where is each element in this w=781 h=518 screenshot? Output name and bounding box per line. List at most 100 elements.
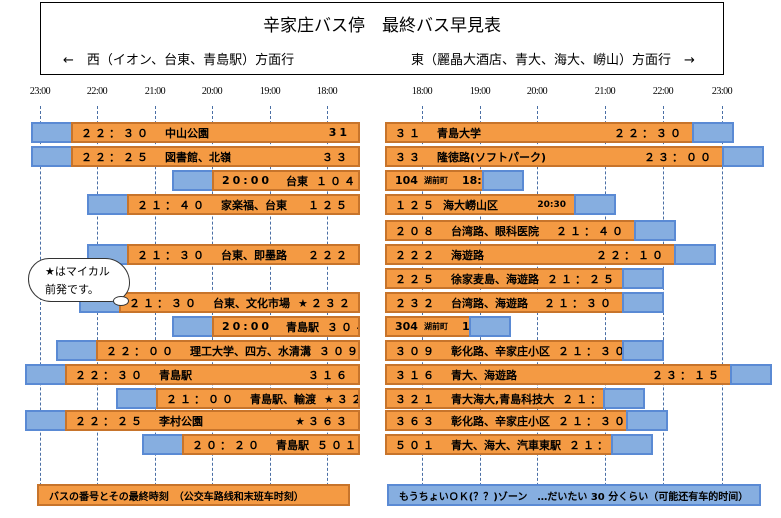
route-number: ★２３２ [298, 296, 353, 310]
extra-time-zone [622, 340, 664, 361]
destination: 青島駅 [286, 320, 320, 334]
route-number: １２５ [308, 198, 350, 212]
destination: 図書館、北嶺 [165, 150, 231, 164]
east-route-row: ３３ 隆徳路(ソフトパーク) ２３：００ [385, 146, 724, 167]
destination: 青大、海遊路 [451, 368, 517, 382]
extra-time-zone [469, 316, 511, 337]
last-bus-time: ２１：３０ [558, 344, 624, 358]
last-bus-time: ２０：２０ [192, 438, 262, 452]
destination: 台湾路、眼科医院 [451, 224, 539, 238]
east-direction-label: 東（麗晶大酒店、青大、海大、嶗山）方面行 → [411, 53, 695, 68]
east-route-row: ３６３ 彰化路、辛家庄小区 ２１：３０ [385, 410, 628, 431]
legend-blue-text: もうちょいＯＫ(？？)ゾーン …だいたい 30 分くらい（可能还有车的时间） [399, 491, 749, 503]
last-bus-time: ２２：３０ [614, 126, 684, 140]
tick-label: 21:00 [144, 86, 166, 97]
tick-label: 21:00 [594, 86, 616, 97]
legend-orange-text: バスの番号とその最終時刻 （公交车路线和末班车时刻） [49, 491, 304, 503]
last-bus-time: 20:00 [222, 174, 273, 187]
gridline [722, 106, 723, 506]
last-bus-time: ２１：２５ [547, 272, 617, 286]
extra-time-zone [31, 122, 73, 143]
last-bus-time: 18:50 [461, 174, 482, 187]
route-number: 31 [328, 126, 350, 139]
page-title: 辛家庄バス停 最終バス早見表 [263, 16, 501, 36]
legend-blue: もうちょいＯＫ(？？)ゾーン …だいたい 30 分くらい（可能还有车的时间） [387, 484, 761, 506]
east-route-row: ３１６ 青大、海遊路 ２３：１５ [385, 364, 732, 385]
east-route-row: ２３２ 台湾路、海遊路 ２１：３０ [385, 292, 624, 313]
destination: 彰化路、辛家庄小区 [451, 344, 550, 358]
callout-line2: 前発です。 [45, 283, 99, 296]
extra-time-zone [172, 170, 214, 191]
east-route-row: 104 湖前町 18:50 [385, 170, 484, 191]
extra-time-zone [674, 244, 716, 265]
west-route-row: 20:00 青島駅 ３０４ [212, 316, 360, 337]
route-number: ３２１ [395, 392, 437, 406]
tick-label: 19:00 [469, 86, 491, 97]
east-route-row: ２２２ 海遊路 ２２：１０ [385, 244, 676, 265]
callout-line1: ★はマイカル [45, 265, 110, 278]
extra-time-zone [730, 364, 772, 385]
extra-time-zone [603, 388, 645, 409]
extra-time-zone [622, 292, 664, 313]
east-route-row: 304 湖前町 18:30 [385, 316, 471, 337]
west-route-row: ２２：００ 理工大学、四方、水清溝 ３０９ [96, 340, 360, 361]
route-number: ２２５ [395, 272, 437, 286]
west-route-row: ２１：３０ 台東、文化市場 ★２３２ [119, 292, 360, 313]
route-number: ３１６ [308, 368, 350, 382]
route-number: ３０９ [395, 344, 437, 358]
extra-time-zone [722, 146, 764, 167]
extra-time-zone [56, 340, 98, 361]
route-number: １０４ [316, 174, 359, 188]
extra-time-zone [482, 170, 524, 191]
west-route-row: ２２：３０ 青島駅 ３１６ [65, 364, 360, 385]
east-route-row: １２５ 海大嶗山区 20:30 [385, 194, 576, 215]
route-number: 104 [395, 174, 418, 187]
extra-time-zone [25, 410, 67, 431]
callout-cloud: ★はマイカル 前発です。 [28, 258, 130, 302]
last-bus-time: ２１：３０ [137, 248, 207, 262]
west-route-row: ２１：４０ 家楽福、台東 １２５ [127, 194, 360, 215]
east-route-row: ２０８ 台湾路、眼科医院 ２１：４０ [385, 220, 636, 241]
destination: 湖前町 [423, 322, 448, 331]
route-number: ２０８ [395, 224, 437, 238]
route-number: １２５ [395, 198, 437, 212]
legend-orange: バスの番号とその最終時刻 （公交车路线和末班车时刻） [37, 484, 350, 506]
extra-time-zone [87, 194, 129, 215]
tick-label: 20:00 [526, 86, 548, 97]
destination: 青島大学 [437, 126, 481, 140]
route-number: ３６３ [395, 414, 437, 428]
extra-time-zone [142, 434, 184, 455]
title-box: 辛家庄バス停 最終バス早見表 ← 西（イオン、台東、青島駅）方面行 東（麗晶大酒… [40, 2, 724, 75]
route-number: ★３６３ [295, 414, 350, 428]
last-bus-time: ２１：４０ [137, 198, 207, 212]
east-route-row: ３０９ 彰化路、辛家庄小区 ２１：３０ [385, 340, 624, 361]
last-bus-time: ２１：３０ [129, 296, 199, 310]
tick-label: 23:00 [29, 86, 51, 97]
east-route-row: ５０１ 青大、海大、汽車東駅 ２１：１５ [385, 434, 613, 455]
extra-time-zone [692, 122, 734, 143]
last-bus-time: ２２：３０ [75, 368, 145, 382]
west-route-row: ２１：００ 青島駅、輸渡 ★３２１ [156, 388, 360, 409]
last-bus-time: ２１：３０ [544, 296, 614, 310]
destination: 台湾路、海遊路 [451, 296, 528, 310]
destination: 海大嶗山区 [443, 198, 498, 212]
last-bus-time: 20:00 [222, 320, 273, 333]
route-number: ２２２ [395, 248, 437, 262]
east-route-row: ２２５ 徐家麦島、海遊路 ２１：２５ [385, 268, 624, 289]
extra-time-zone [622, 268, 664, 289]
route-number: ３３ [322, 150, 350, 164]
last-bus-time: ２２：１０ [596, 248, 666, 262]
destination: 中山公園 [165, 126, 209, 140]
last-bus-time: ２３：００ [644, 150, 714, 164]
destination: 青島駅 [276, 438, 309, 452]
destination: 台東、文化市場 [213, 296, 290, 310]
extra-time-zone [172, 316, 214, 337]
destination: 彰化路、辛家庄小区 [451, 414, 550, 428]
destination: 家楽福、台東 [221, 198, 287, 212]
route-number: ３１６ [395, 368, 437, 382]
destination: 台東 [286, 174, 309, 188]
west-route-row: ２２：２５ 図書館、北嶺 ３３ [71, 146, 360, 167]
last-bus-time: ２２：２５ [75, 414, 145, 428]
extra-time-zone [626, 410, 668, 431]
